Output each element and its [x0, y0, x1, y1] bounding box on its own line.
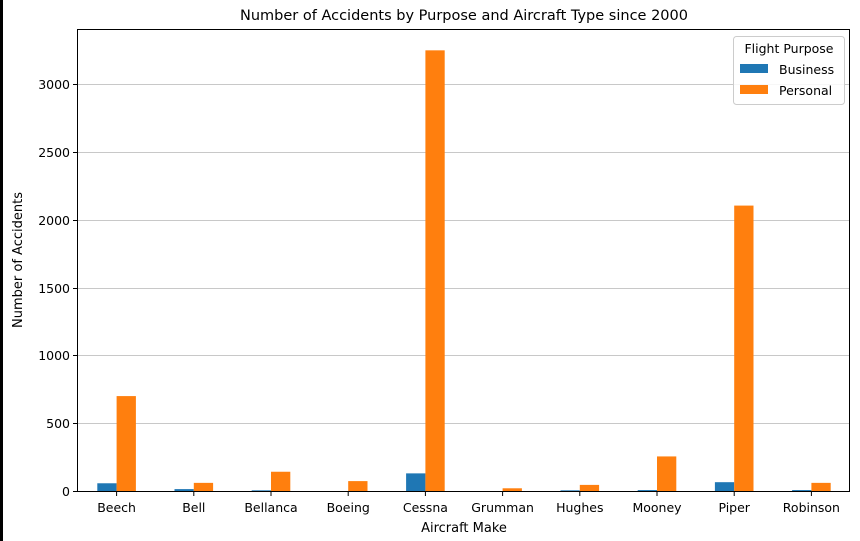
x-tick-label: Mooney: [632, 500, 682, 515]
bar-business-hughes: [560, 490, 580, 491]
bar-business-bell: [174, 489, 194, 491]
y-tick-label: 1500: [38, 281, 70, 296]
x-tick-label: Boeing: [327, 500, 370, 515]
x-tick-label: Bell: [182, 500, 205, 515]
y-tick-label: 3000: [38, 77, 70, 92]
y-axis-label: Number of Accidents: [11, 192, 26, 328]
bar-personal-grumman: [502, 488, 522, 491]
y-tick-label: 0: [62, 484, 70, 499]
legend-swatch-personal: [740, 85, 768, 94]
x-axis-ticks: Beech Bell Bellanca Boeing Cessna Grumman Hugh…: [97, 491, 840, 515]
bar-personal-mooney: [657, 456, 677, 491]
legend: Flight Purpose Business Personal: [733, 36, 845, 105]
bars: [97, 50, 831, 492]
x-tick-label: Robinson: [783, 500, 840, 515]
x-tick-label: Beech: [97, 500, 136, 515]
bar-personal-piper: [734, 205, 754, 491]
y-tick-label: 1000: [38, 348, 70, 363]
x-axis-label: Aircraft Make: [421, 521, 507, 536]
legend-label-business: Business: [779, 62, 834, 77]
chart-title: Number of Accidents by Purpose and Aircr…: [240, 8, 688, 24]
bar-business-mooney: [637, 490, 657, 491]
legend-swatch-business: [740, 64, 768, 73]
x-tick-label: Bellanca: [244, 500, 297, 515]
y-tick-label: 2000: [38, 213, 70, 228]
bar-business-piper: [714, 482, 735, 491]
bar-business-cessna: [406, 473, 426, 491]
y-tick-label: 500: [46, 416, 70, 431]
plot-frame: [77, 29, 850, 492]
x-tick-label: Cessna: [403, 500, 448, 515]
bar-personal-hughes: [579, 484, 600, 491]
window-edge: [0, 0, 3, 541]
x-tick-label: Hughes: [556, 500, 603, 515]
y-axis-ticks: 0 500 1000 1500 2000 2500 3000: [38, 77, 78, 499]
bar-personal-cessna: [425, 50, 445, 492]
bar-personal-robinson: [811, 482, 831, 491]
x-tick-label: Piper: [718, 500, 750, 515]
legend-title: Flight Purpose: [744, 41, 833, 56]
bar-personal-bell: [193, 482, 214, 491]
bar-personal-beech: [116, 396, 136, 491]
x-tick-label: Grumman: [471, 500, 534, 515]
bar-business-robinson: [792, 490, 812, 491]
bar-personal-bellanca: [271, 471, 291, 491]
bar-personal-boeing: [348, 481, 368, 491]
legend-label-personal: Personal: [779, 83, 832, 98]
bar-business-bellanca: [251, 490, 271, 491]
y-tick-label: 2500: [38, 145, 70, 160]
gridlines: [78, 84, 850, 424]
bar-business-beech: [97, 483, 117, 491]
